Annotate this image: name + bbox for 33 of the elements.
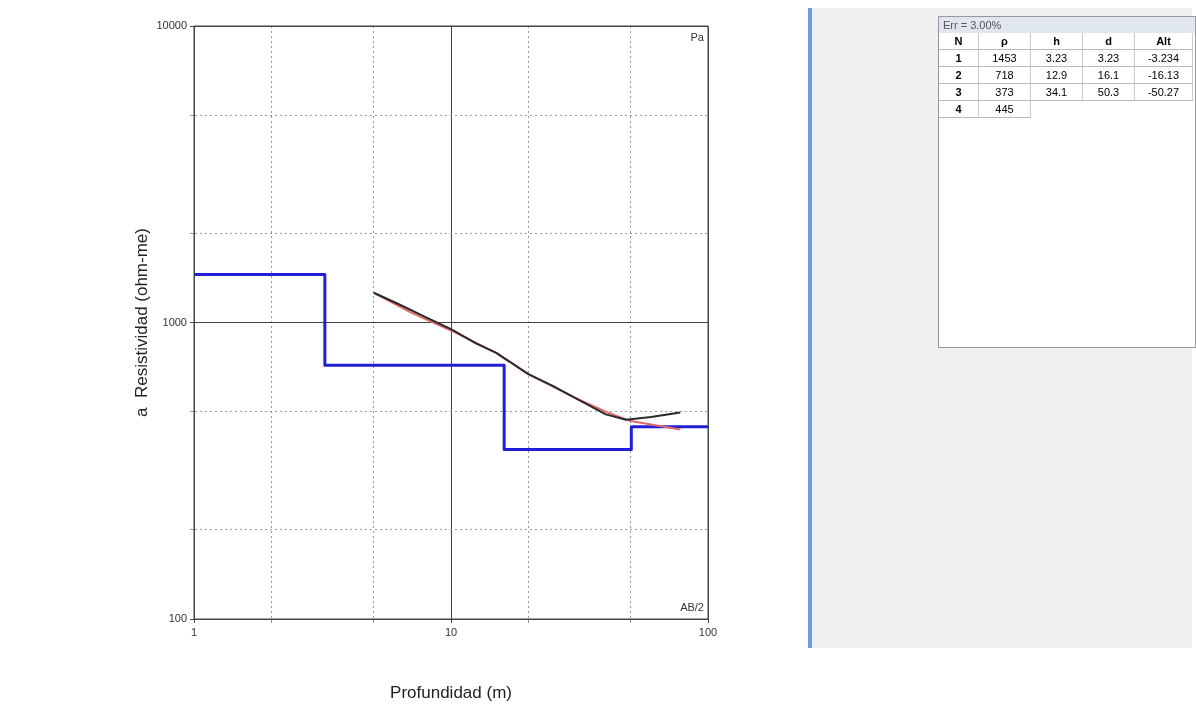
text: 34.1 (1031, 84, 1083, 101)
annotation: AB/2 (680, 600, 704, 613)
text: -50.27 (1135, 84, 1193, 101)
text: h (1031, 33, 1083, 50)
annotation: Pa (690, 30, 705, 43)
text: 1453 (979, 50, 1031, 67)
text: 3 (939, 84, 979, 101)
text: N (939, 33, 979, 50)
text: Alt (1135, 33, 1193, 50)
text: 373 (979, 84, 1031, 101)
text: ρ (979, 33, 1031, 50)
x-axis-title: Profundidad (m) (390, 683, 512, 703)
y-tick-label: 1000 (162, 315, 187, 328)
text: d (1083, 33, 1135, 50)
text: 4 (939, 101, 979, 118)
text: 50.3 (1083, 84, 1135, 101)
y-tick-label: 100 (168, 612, 187, 625)
text: 3.23 (1031, 50, 1083, 67)
text: -3.234 (1135, 50, 1193, 67)
y-axis-title: a Resistividad (ohm-me) (131, 228, 151, 417)
text: 445 (979, 101, 1031, 118)
x-tick-label: 100 (698, 625, 718, 638)
text: 3.23 (1083, 50, 1135, 67)
text: 2 (939, 67, 979, 84)
x-tick-label: 10 (444, 625, 458, 638)
text: 12.9 (1031, 67, 1083, 84)
text: Err = 3.00% (939, 17, 1195, 33)
text: 16.1 (1083, 67, 1135, 84)
text: -16.13 (1135, 67, 1193, 84)
y-tick-label: 10000 (156, 19, 187, 32)
text: 718 (979, 67, 1031, 84)
x-tick-label: 1 (190, 625, 198, 638)
text: 1 (939, 50, 979, 67)
